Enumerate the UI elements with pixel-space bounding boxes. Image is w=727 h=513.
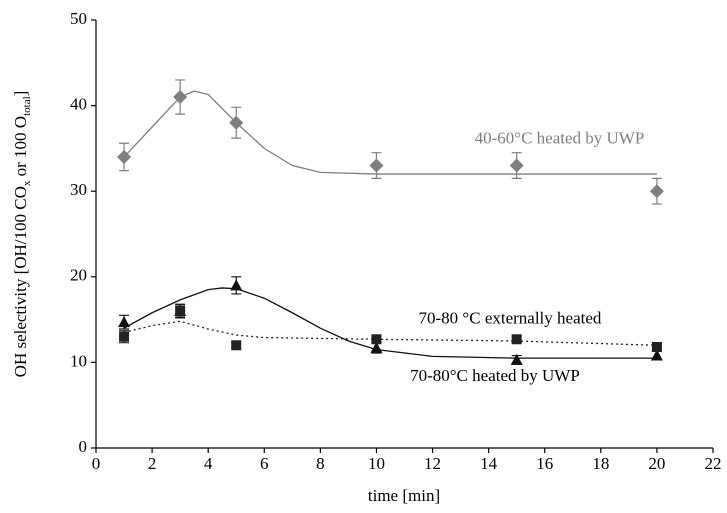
x-tick-label: 18 <box>592 454 609 473</box>
fit-line <box>123 287 657 359</box>
diamond-marker <box>369 158 384 173</box>
x-tick-label: 20 <box>648 454 665 473</box>
x-tick-label: 22 <box>705 454 722 473</box>
fit-line <box>123 320 657 346</box>
triangle-marker <box>650 349 663 361</box>
y-tick-label: 50 <box>70 9 87 28</box>
triangle-marker <box>370 341 383 353</box>
y-tick-label: 30 <box>70 180 87 199</box>
x-tick-label: 16 <box>536 454 553 473</box>
y-label-sub: x <box>21 180 33 186</box>
y-label-part: OH selectivity [OH/100 CO <box>11 186 30 377</box>
square-marker <box>511 334 522 345</box>
y-tick-label: 0 <box>79 437 88 456</box>
triangle-marker <box>230 279 243 291</box>
square-marker <box>651 341 662 352</box>
triangle-marker <box>510 353 523 365</box>
x-axis-label: time [min] <box>368 486 440 505</box>
x-tick-label: 8 <box>316 454 325 473</box>
y-label-part: or 100 O <box>11 116 30 181</box>
triangle-marker <box>118 316 131 328</box>
diamond-marker <box>173 90 188 105</box>
y-label-sub: total <box>21 96 33 116</box>
square-marker <box>119 331 130 342</box>
y-axis-label: OH selectivity [OH/100 COx or 100 Ototal… <box>11 91 33 378</box>
y-tick-label: 40 <box>70 95 87 114</box>
fit-line <box>123 90 657 175</box>
square-marker <box>371 334 382 345</box>
x-tick-label: 10 <box>368 454 385 473</box>
y-label-part: ] <box>11 91 30 97</box>
x-tick-label: 6 <box>260 454 269 473</box>
series-label: 70-80 °C externally heated <box>419 309 602 328</box>
x-tick-label: 0 <box>92 454 101 473</box>
y-tick-label: 20 <box>70 266 87 285</box>
diamond-marker <box>509 158 524 173</box>
square-marker <box>231 340 242 351</box>
diamond-marker <box>117 149 132 164</box>
x-tick-label: 12 <box>424 454 441 473</box>
y-tick-label: 10 <box>70 351 87 370</box>
diamond-marker <box>229 115 244 130</box>
x-tick-label: 14 <box>480 454 498 473</box>
series-label: 40-60°C heated by UWP <box>475 129 645 148</box>
x-tick-label: 2 <box>148 454 157 473</box>
square-marker <box>175 306 186 317</box>
diamond-marker <box>649 184 664 199</box>
x-tick-label: 4 <box>204 454 213 473</box>
series-label: 70-80°C heated by UWP <box>410 366 580 385</box>
